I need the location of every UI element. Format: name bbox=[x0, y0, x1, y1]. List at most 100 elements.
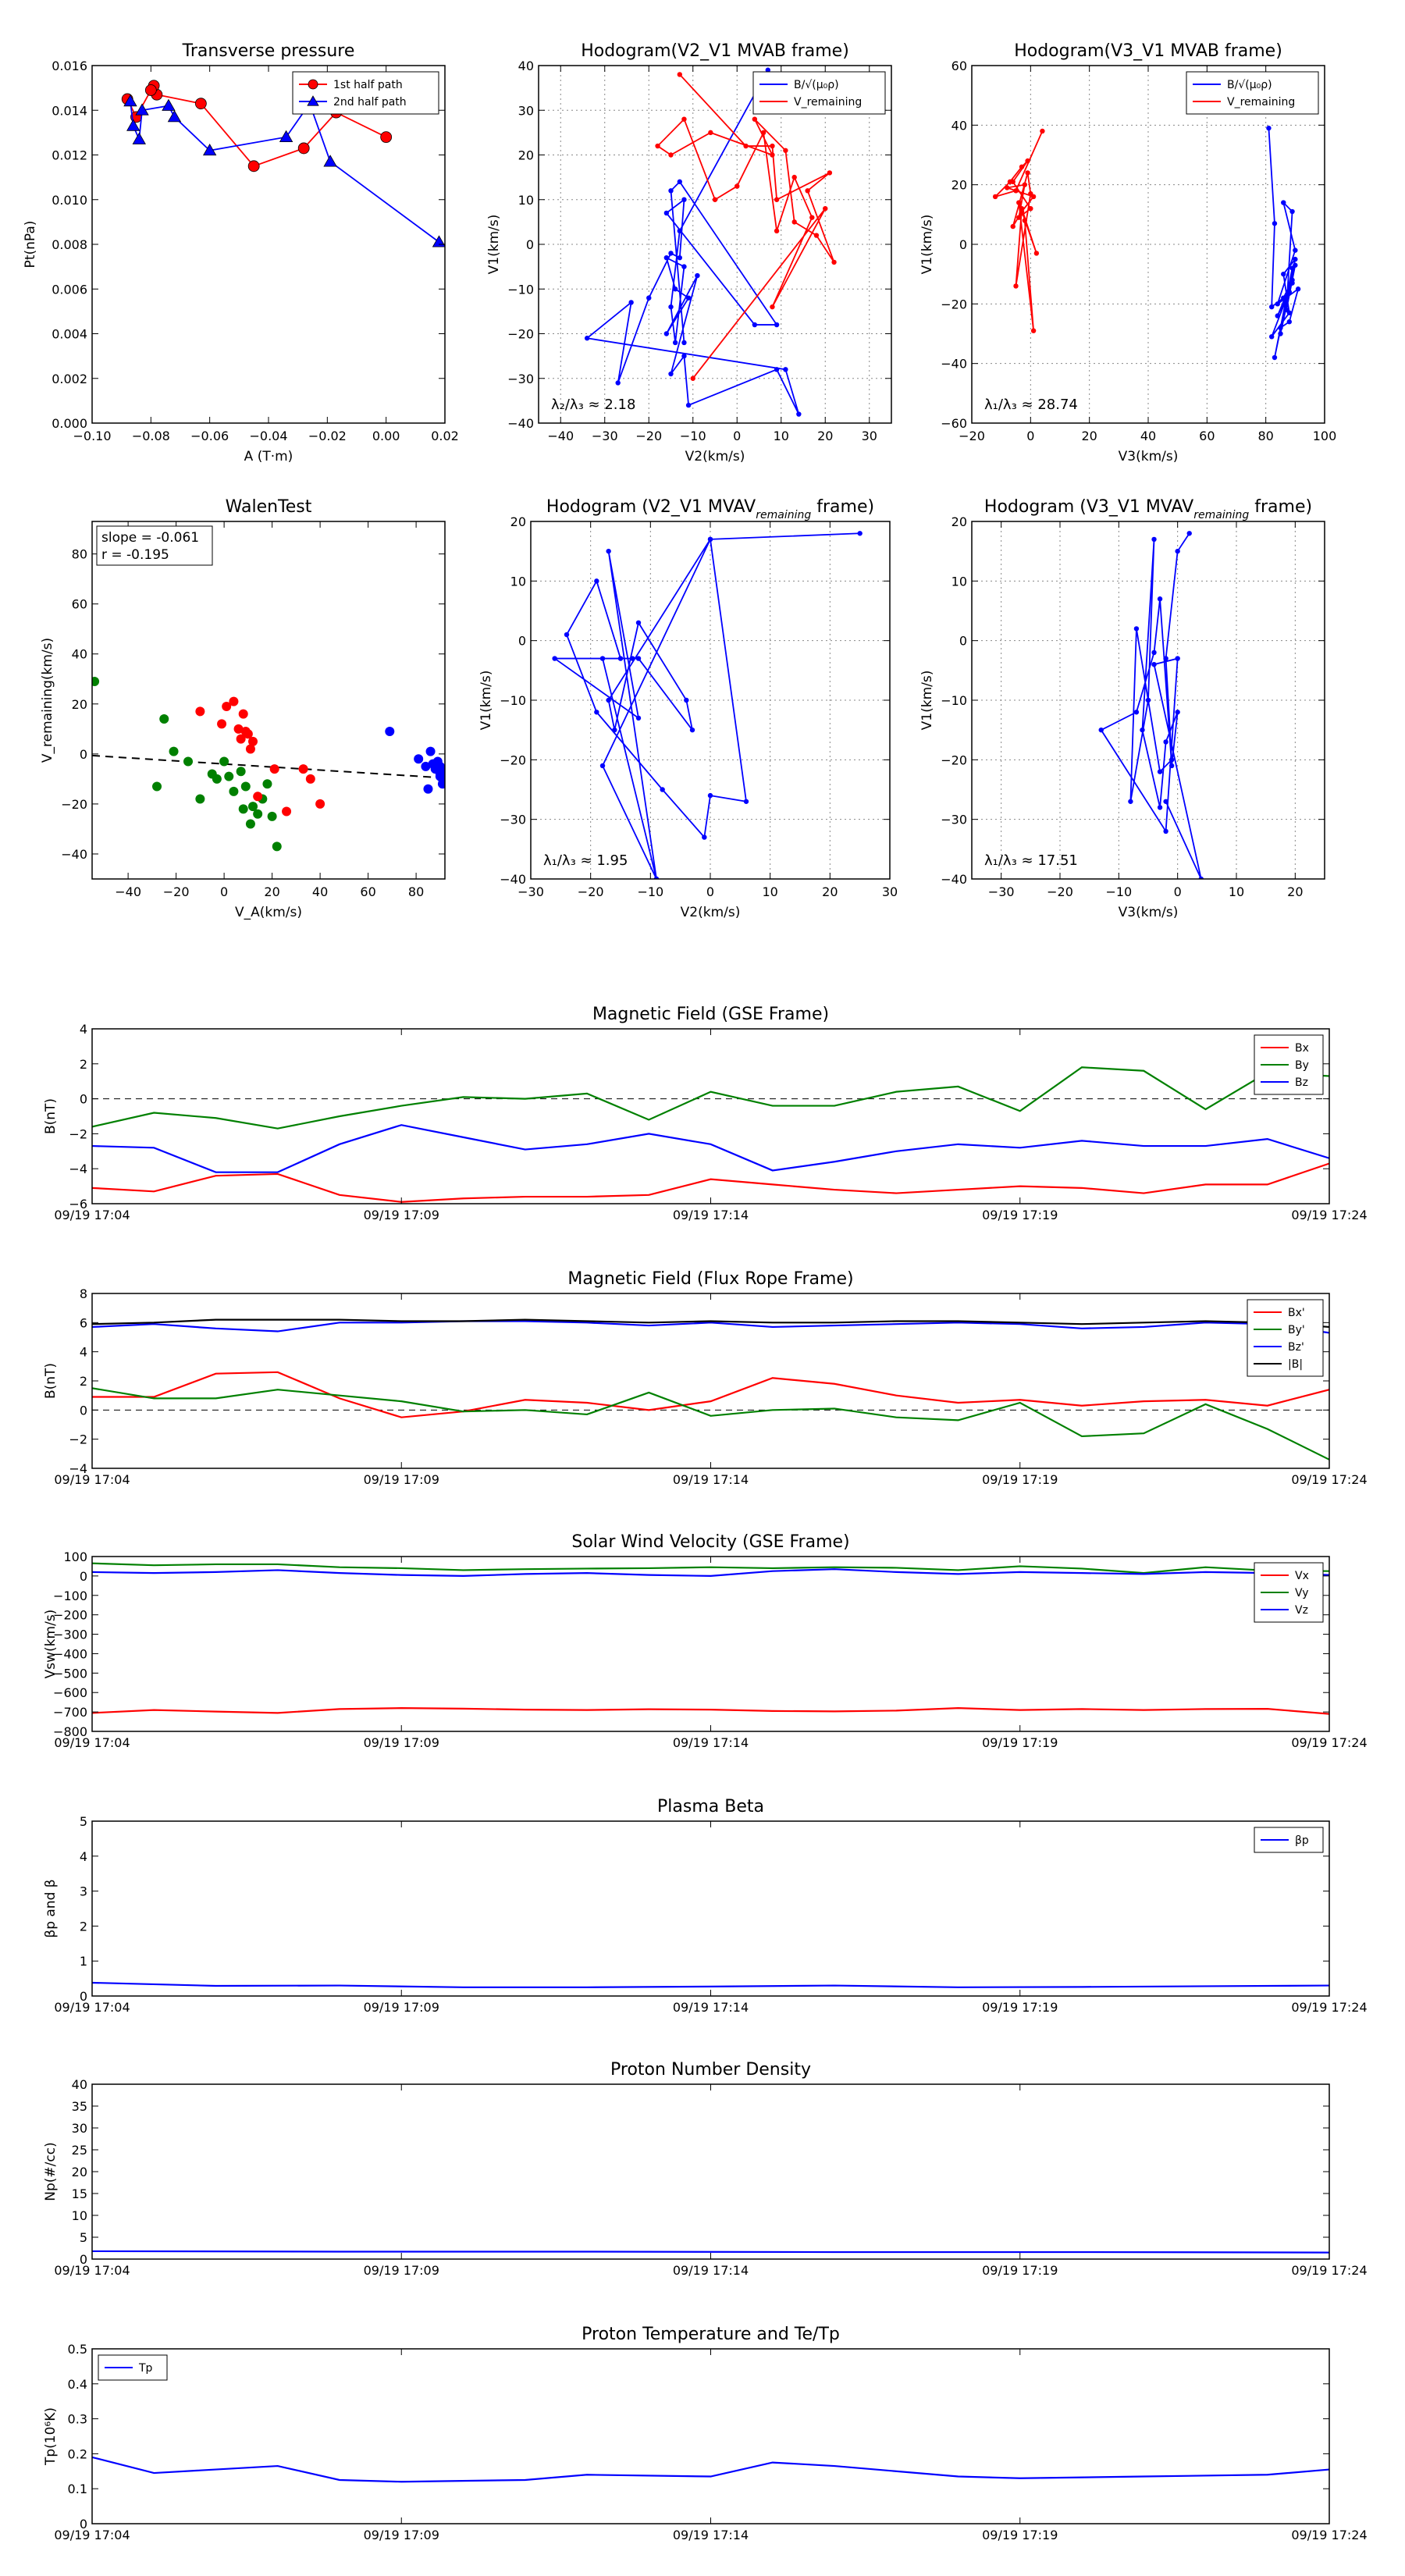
x-tick-label: −20 bbox=[578, 884, 604, 899]
x-tick-label: 0 bbox=[220, 884, 228, 899]
data-point bbox=[663, 210, 670, 216]
data-point bbox=[238, 709, 248, 719]
y-axis-label: V_remaining(km/s) bbox=[40, 638, 55, 763]
data-point bbox=[668, 188, 674, 194]
series-V_remaining bbox=[1098, 531, 1204, 879]
data-layer bbox=[92, 2250, 1329, 2254]
data-point bbox=[269, 764, 279, 774]
y-axis-label: Vsw(km/s) bbox=[43, 1610, 59, 1679]
x-tick-label: 30 bbox=[862, 429, 877, 443]
legend-label: Vx bbox=[1295, 1570, 1309, 1582]
data-point bbox=[1128, 799, 1133, 804]
x-tick-label: 60 bbox=[360, 884, 375, 899]
plot-area bbox=[92, 2084, 1329, 2259]
y-tick-label: −200 bbox=[53, 1608, 87, 1623]
plot-area bbox=[92, 1821, 1329, 1996]
data-point bbox=[770, 304, 775, 310]
y-tick-label: −4 bbox=[69, 1461, 87, 1476]
x-tick-label: 100 bbox=[1313, 429, 1337, 443]
data-point bbox=[653, 876, 660, 879]
data-point bbox=[212, 774, 222, 784]
data-point bbox=[1157, 769, 1163, 774]
data-point bbox=[245, 819, 255, 829]
data-point bbox=[612, 727, 617, 733]
data-point bbox=[752, 116, 758, 122]
data-point bbox=[615, 380, 621, 386]
chart-title: Hodogram(V3_V1 MVAB frame) bbox=[1014, 41, 1282, 61]
data-point bbox=[1163, 799, 1168, 804]
data-point bbox=[677, 72, 682, 77]
x-tick-label: 09/19 17:24 bbox=[1291, 2263, 1367, 2278]
data-point bbox=[594, 710, 599, 715]
series-line bbox=[92, 2250, 1329, 2254]
x-tick-label: 09/19 17:24 bbox=[1291, 2528, 1367, 2542]
data-point bbox=[663, 331, 670, 336]
series-blue points bbox=[385, 727, 445, 794]
eigenvalue-ratio: λ₁/λ₃ ≈ 17.51 bbox=[984, 852, 1078, 869]
data-point bbox=[1272, 221, 1278, 226]
data-point bbox=[385, 727, 395, 737]
data-point bbox=[219, 756, 229, 767]
series-Vz bbox=[92, 1568, 1329, 1577]
x-tick-label: 09/19 17:24 bbox=[1291, 1735, 1367, 1750]
data-point bbox=[423, 784, 433, 794]
data-point bbox=[677, 254, 682, 261]
legend-label: 1st half path bbox=[333, 79, 403, 91]
legend: Vx Vy Vz bbox=[1254, 1562, 1324, 1623]
data-point bbox=[245, 744, 255, 754]
data-point bbox=[690, 375, 695, 381]
plot-area bbox=[92, 1557, 1329, 1731]
legend-label: Bz' bbox=[1288, 1341, 1304, 1354]
data-point bbox=[752, 322, 758, 328]
y-axis-label: Pt(nPa) bbox=[23, 221, 38, 269]
data-point bbox=[323, 155, 337, 167]
data-point bbox=[279, 130, 293, 143]
data-point bbox=[236, 767, 246, 777]
data-point bbox=[668, 251, 674, 256]
y-tick-label: 0 bbox=[959, 634, 967, 649]
data-point bbox=[774, 367, 780, 372]
x-tick-label: 09/19 17:14 bbox=[673, 1735, 749, 1750]
x-tick-label: 09/19 17:04 bbox=[54, 1208, 130, 1222]
data-layer bbox=[552, 531, 863, 879]
plot-area bbox=[92, 66, 445, 423]
x-tick-label: −0.06 bbox=[190, 429, 229, 443]
y-tick-label: −30 bbox=[507, 372, 534, 386]
x-tick-label: 09/19 17:14 bbox=[673, 2000, 749, 2015]
y-tick-label: −800 bbox=[53, 1724, 87, 1739]
y-tick-label: 6 bbox=[80, 1315, 87, 1330]
chart-title: Proton Temperature and Te/Tp bbox=[582, 2325, 840, 2344]
y-axis-label: Np(#/cc) bbox=[43, 2142, 59, 2201]
y-tick-label: 0.016 bbox=[52, 59, 87, 73]
fit-line bbox=[92, 754, 445, 779]
data-point bbox=[1028, 206, 1033, 212]
data-point bbox=[606, 548, 611, 554]
legend-label: 2nd half path bbox=[333, 96, 407, 109]
x-tick-label: 20 bbox=[1287, 884, 1303, 899]
data-point bbox=[1295, 286, 1301, 292]
data-point bbox=[162, 98, 176, 111]
x-tick-label: 09/19 17:14 bbox=[673, 1208, 749, 1222]
y-tick-label: 4 bbox=[80, 1849, 87, 1864]
data-point bbox=[298, 764, 308, 774]
y-tick-label: 10 bbox=[951, 574, 967, 589]
legend-label: Tp bbox=[138, 2362, 153, 2375]
y-tick-label: 30 bbox=[72, 2121, 87, 2136]
x-tick-label: 0 bbox=[1026, 429, 1034, 443]
data-point bbox=[628, 300, 634, 305]
y-axis-label: V1(km/s) bbox=[486, 215, 502, 275]
x-tick-label: −20 bbox=[959, 429, 985, 443]
data-point bbox=[1168, 763, 1175, 769]
data-point bbox=[1033, 251, 1040, 256]
data-point bbox=[1272, 354, 1278, 361]
legend-label: |B| bbox=[1288, 1358, 1303, 1371]
data-point bbox=[770, 143, 775, 149]
data-point bbox=[712, 197, 718, 202]
y-tick-label: 40 bbox=[72, 2077, 87, 2092]
y-tick-label: 4 bbox=[80, 1022, 87, 1037]
data-point bbox=[1163, 828, 1168, 834]
data-point bbox=[229, 786, 239, 796]
data-point bbox=[380, 131, 393, 144]
